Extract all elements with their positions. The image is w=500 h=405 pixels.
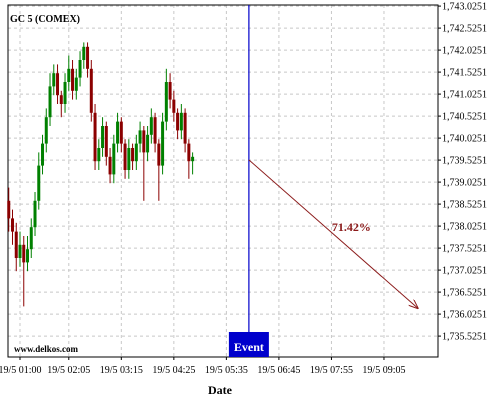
y-tick-label: 1,740.5251 — [442, 112, 487, 123]
candle-body — [48, 86, 52, 118]
candle-body — [63, 82, 67, 104]
candle-body — [108, 156, 112, 175]
x-tick-label: 19/5 06:45 — [257, 365, 300, 376]
chart-title: GC 5 (COMEX) — [10, 14, 80, 25]
candle-body — [52, 73, 56, 87]
candle-body — [172, 99, 176, 113]
x-tick-label: 19/5 01:00 — [0, 365, 42, 376]
candle-body — [119, 121, 123, 144]
candle-body — [26, 249, 30, 263]
y-tick-label: 1,736.5251 — [442, 288, 487, 299]
y-tick-label: 1,738.0251 — [442, 222, 487, 233]
y-tick-label: 1,738.5251 — [442, 200, 487, 211]
y-tick-label: 1,743.0251 — [442, 2, 487, 13]
x-tick-label: 19/5 04:25 — [152, 365, 195, 376]
candle-body — [153, 117, 157, 144]
y-tick-label: 1,739.5251 — [442, 156, 487, 167]
candle-body — [93, 112, 97, 162]
candle-body — [104, 126, 108, 157]
candle-body — [37, 165, 41, 201]
candle-body — [176, 112, 180, 131]
y-tick-label: 1,736.0251 — [442, 310, 487, 321]
candle-body — [22, 244, 26, 263]
y-tick-label: 1,735.5251 — [442, 332, 487, 343]
candle-body — [89, 68, 93, 113]
y-tick-label: 1,740.0251 — [442, 134, 487, 145]
candle-body — [112, 143, 116, 175]
candle-body — [179, 112, 183, 131]
candle-body — [123, 143, 127, 170]
candle-body — [191, 156, 195, 162]
event-label: Event — [234, 340, 264, 354]
candle-body — [142, 130, 146, 153]
x-axis-label: Date — [208, 383, 233, 397]
candle-body — [11, 218, 15, 232]
candle-body — [183, 112, 187, 144]
x-tick-label: 19/5 07:55 — [310, 365, 353, 376]
y-tick-label: 1,737.0251 — [442, 266, 487, 277]
y-tick-label: 1,739.0251 — [442, 178, 487, 189]
candle-body — [101, 126, 105, 148]
candle-body — [168, 82, 172, 100]
candle-body — [7, 200, 11, 219]
candle-body — [149, 117, 153, 135]
candle-body — [59, 95, 63, 104]
candle-body — [146, 134, 150, 153]
candle-body — [18, 244, 22, 258]
candle-body — [41, 143, 45, 166]
y-tick-label: 1,741.0251 — [442, 90, 487, 101]
watermark: www.delkos.com — [14, 344, 79, 354]
plot-frame — [7, 4, 439, 358]
y-tick-label: 1,742.5251 — [442, 24, 487, 35]
candle-body — [157, 143, 161, 166]
candle-body — [71, 68, 75, 91]
x-tick-label: 19/5 05:35 — [205, 365, 248, 376]
candle-body — [56, 73, 60, 96]
y-tick-label: 1,741.5251 — [442, 68, 487, 79]
x-tick-label: 19/5 09:05 — [362, 365, 405, 376]
candle-body — [187, 143, 191, 162]
candle-body — [127, 148, 131, 170]
candle-body — [74, 77, 78, 91]
candle-body — [134, 143, 138, 162]
candle-body — [67, 68, 71, 82]
candle-body — [44, 117, 48, 144]
candle-body — [86, 46, 90, 69]
candle-body — [29, 227, 33, 250]
candle-body — [116, 121, 120, 144]
projection-label: 71.42% — [332, 220, 371, 234]
projection-arrow — [248, 159, 418, 308]
y-tick-label: 1,737.5251 — [442, 244, 487, 255]
x-tick-label: 19/5 03:15 — [100, 365, 143, 376]
candle-body — [78, 60, 82, 78]
candle-body — [164, 82, 168, 122]
x-tick-label: 19/5 02:05 — [47, 365, 90, 376]
candle-body — [82, 46, 86, 60]
y-tick-label: 1,742.0251 — [442, 46, 487, 57]
candle-body — [33, 200, 37, 228]
candle-body — [14, 231, 18, 258]
candle-body — [131, 148, 135, 162]
candle-body — [138, 130, 142, 144]
event-box — [228, 332, 269, 357]
grid — [8, 5, 438, 357]
candle-body — [97, 148, 101, 162]
candle-body — [161, 121, 165, 166]
